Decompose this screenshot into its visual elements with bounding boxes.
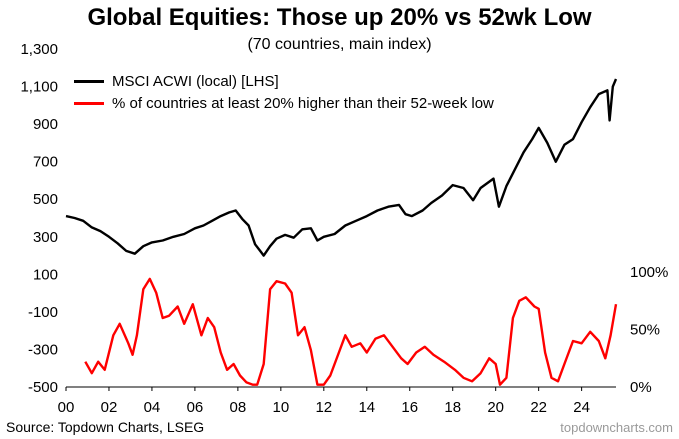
x-tick-label: 08 (230, 399, 247, 416)
y-left-tick-label: 700 (33, 154, 58, 171)
y-left-tick-label: 500 (33, 191, 58, 208)
chart-title: Global Equities: Those up 20% vs 52wk Lo… (87, 4, 592, 31)
series-line-pct-countries (84, 277, 618, 386)
x-tick-label: 14 (358, 399, 375, 416)
y-right-tick-label: 100% (630, 264, 668, 281)
x-tick-label: 04 (144, 399, 161, 416)
watermark: topdowncharts.com (560, 420, 673, 435)
y-right-tick-label: 0% (630, 379, 652, 396)
x-tick-label: 22 (530, 399, 547, 416)
legend-swatch-acwi (74, 79, 104, 83)
y-left-tick-label: -500 (28, 379, 58, 396)
x-tick-label: 10 (273, 399, 290, 416)
y-left-tick-label: -300 (28, 341, 58, 358)
y-left-tick-label: 1,300 (20, 41, 58, 58)
y-left-tick-label: 1,100 (20, 79, 58, 96)
legend-entry-acwi: MSCI ACWI (local) [LHS] (74, 70, 494, 92)
legend-entry-pct: % of countries at least 20% higher than … (74, 92, 494, 114)
y-left-tick-label: 300 (33, 229, 58, 246)
y-left-tick-label: 900 (33, 116, 58, 133)
legend-label-pct: % of countries at least 20% higher than … (112, 94, 494, 112)
x-tick-label: 02 (101, 399, 118, 416)
x-tick-label: 00 (58, 399, 75, 416)
y-left-tick-label: -100 (28, 304, 58, 321)
x-tick-label: 18 (444, 399, 461, 416)
x-tick-label: 12 (315, 399, 332, 416)
series-line-acwi (65, 78, 618, 257)
y-right-tick-label: 50% (630, 322, 660, 339)
chart-subtitle: (70 countries, main index) (247, 36, 432, 53)
x-tick-label: 06 (187, 399, 204, 416)
series-layer (65, 78, 618, 386)
x-tick-label: 16 (401, 399, 418, 416)
chart-legend: MSCI ACWI (local) [LHS] % of countries a… (74, 70, 494, 114)
source-note: Source: Topdown Charts, LSEG (6, 419, 205, 435)
legend-swatch-pct (74, 101, 104, 105)
y-left-tick-label: 100 (33, 266, 58, 283)
x-tick-label: 20 (487, 399, 504, 416)
x-tick-label: 24 (573, 399, 590, 416)
axes: 00 02 04 06 08 10 12 14 16 18 20 22 24 -500 -300 -100 10… (20, 41, 668, 416)
legend-label-acwi: MSCI ACWI (local) [LHS] (112, 72, 279, 90)
